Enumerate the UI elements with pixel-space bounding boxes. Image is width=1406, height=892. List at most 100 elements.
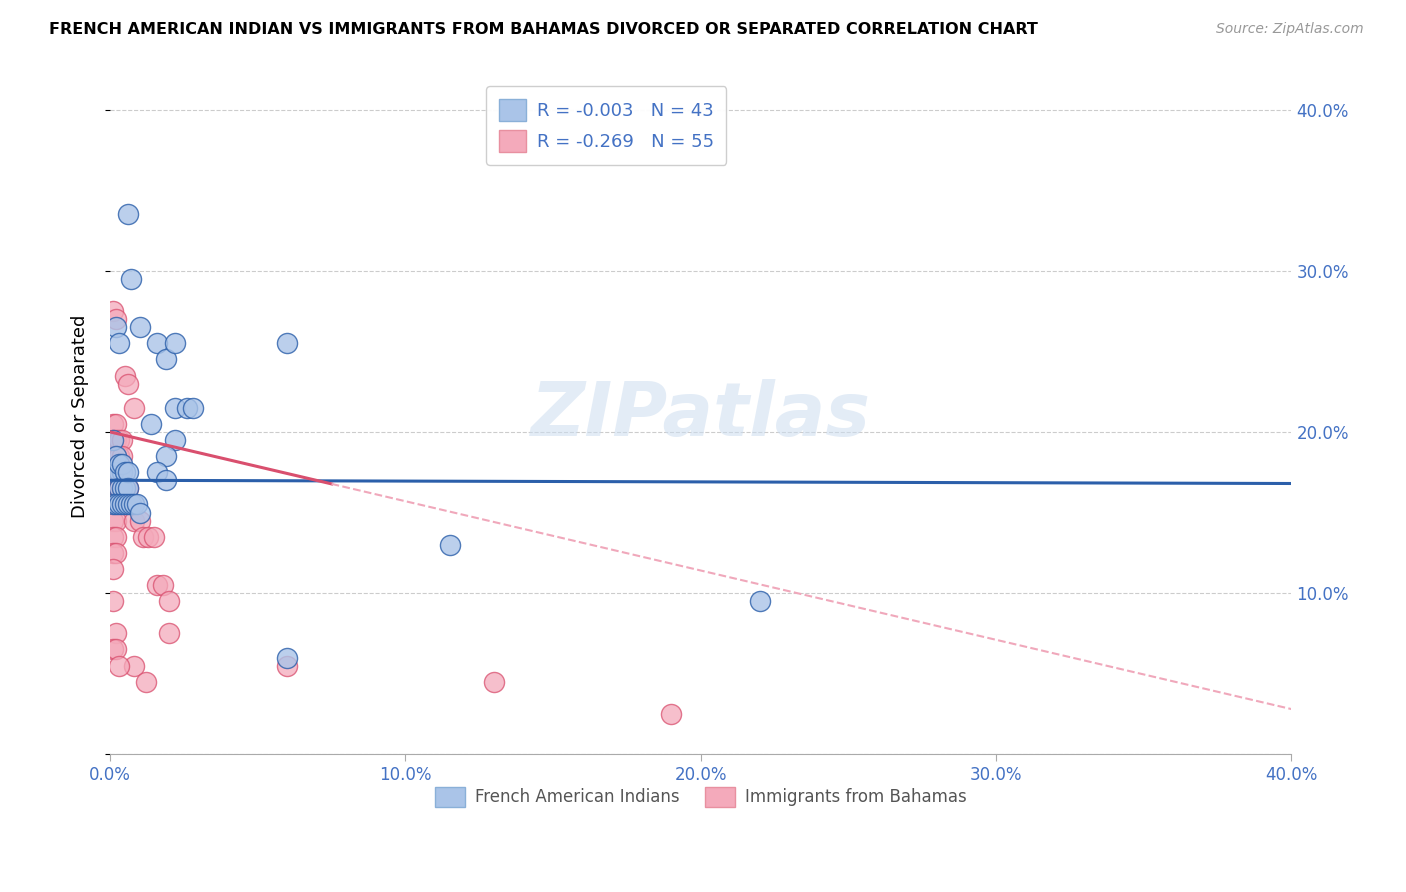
- Point: [101, 642, 124, 657]
- Text: FRENCH AMERICAN INDIAN VS IMMIGRANTS FROM BAHAMAS DIVORCED OR SEPARATED CORRELAT: FRENCH AMERICAN INDIAN VS IMMIGRANTS FRO…: [49, 22, 1038, 37]
- Point: [143, 530, 166, 544]
- Point: [111, 457, 134, 471]
- Point: [104, 449, 127, 463]
- Point: [104, 642, 127, 657]
- Point: [111, 481, 134, 495]
- Point: [117, 465, 139, 479]
- Point: [482, 674, 505, 689]
- Point: [157, 626, 180, 640]
- Point: [117, 481, 139, 495]
- Point: [108, 433, 131, 447]
- Point: [101, 465, 124, 479]
- Point: [111, 498, 134, 512]
- Point: [101, 433, 124, 447]
- Point: [101, 498, 124, 512]
- Point: [104, 498, 127, 512]
- Point: [111, 498, 134, 512]
- Point: [141, 417, 163, 431]
- Point: [128, 506, 150, 520]
- Point: [122, 498, 145, 512]
- Point: [104, 481, 127, 495]
- Point: [101, 465, 124, 479]
- Point: [146, 336, 169, 351]
- Point: [101, 514, 124, 528]
- Point: [276, 650, 298, 665]
- Point: [128, 320, 150, 334]
- Point: [157, 594, 180, 608]
- Point: [104, 433, 127, 447]
- Legend: French American Indians, Immigrants from Bahamas: French American Indians, Immigrants from…: [429, 780, 973, 814]
- Point: [104, 465, 127, 479]
- Point: [108, 481, 131, 495]
- Point: [108, 449, 131, 463]
- Point: [114, 368, 136, 383]
- Point: [134, 674, 156, 689]
- Point: [276, 658, 298, 673]
- Point: [748, 594, 770, 608]
- Point: [659, 706, 682, 721]
- Point: [114, 498, 136, 512]
- Point: [101, 449, 124, 463]
- Point: [101, 498, 124, 512]
- Point: [101, 304, 124, 318]
- Point: [101, 433, 124, 447]
- Point: [104, 417, 127, 431]
- Point: [155, 352, 177, 367]
- Point: [165, 401, 187, 415]
- Point: [108, 465, 131, 479]
- Point: [111, 449, 134, 463]
- Point: [101, 417, 124, 431]
- Point: [108, 465, 131, 479]
- Point: [101, 594, 124, 608]
- Point: [181, 401, 204, 415]
- Point: [104, 312, 127, 326]
- Point: [120, 498, 142, 512]
- Point: [104, 530, 127, 544]
- Point: [111, 465, 134, 479]
- Point: [128, 514, 150, 528]
- Point: [101, 530, 124, 544]
- Point: [165, 336, 187, 351]
- Point: [114, 481, 136, 495]
- Point: [117, 481, 139, 495]
- Point: [125, 498, 148, 512]
- Point: [104, 514, 127, 528]
- Point: [111, 465, 134, 479]
- Point: [101, 481, 124, 495]
- Point: [111, 433, 134, 447]
- Point: [122, 658, 145, 673]
- Point: [120, 272, 142, 286]
- Point: [108, 481, 131, 495]
- Point: [155, 473, 177, 487]
- Y-axis label: Divorced or Separated: Divorced or Separated: [72, 314, 89, 517]
- Point: [165, 433, 187, 447]
- Point: [146, 578, 169, 592]
- Point: [176, 401, 198, 415]
- Point: [122, 514, 145, 528]
- Point: [152, 578, 174, 592]
- Point: [117, 498, 139, 512]
- Point: [108, 498, 131, 512]
- Point: [104, 626, 127, 640]
- Point: [120, 498, 142, 512]
- Point: [111, 481, 134, 495]
- Point: [439, 538, 461, 552]
- Point: [131, 530, 153, 544]
- Point: [108, 336, 131, 351]
- Point: [155, 449, 177, 463]
- Point: [117, 207, 139, 221]
- Point: [276, 336, 298, 351]
- Text: Source: ZipAtlas.com: Source: ZipAtlas.com: [1216, 22, 1364, 37]
- Point: [104, 546, 127, 560]
- Text: ZIPatlas: ZIPatlas: [531, 379, 870, 452]
- Point: [146, 465, 169, 479]
- Point: [104, 320, 127, 334]
- Point: [108, 658, 131, 673]
- Point: [101, 546, 124, 560]
- Point: [114, 465, 136, 479]
- Point: [108, 498, 131, 512]
- Point: [101, 562, 124, 576]
- Point: [104, 449, 127, 463]
- Point: [138, 530, 160, 544]
- Point: [122, 401, 145, 415]
